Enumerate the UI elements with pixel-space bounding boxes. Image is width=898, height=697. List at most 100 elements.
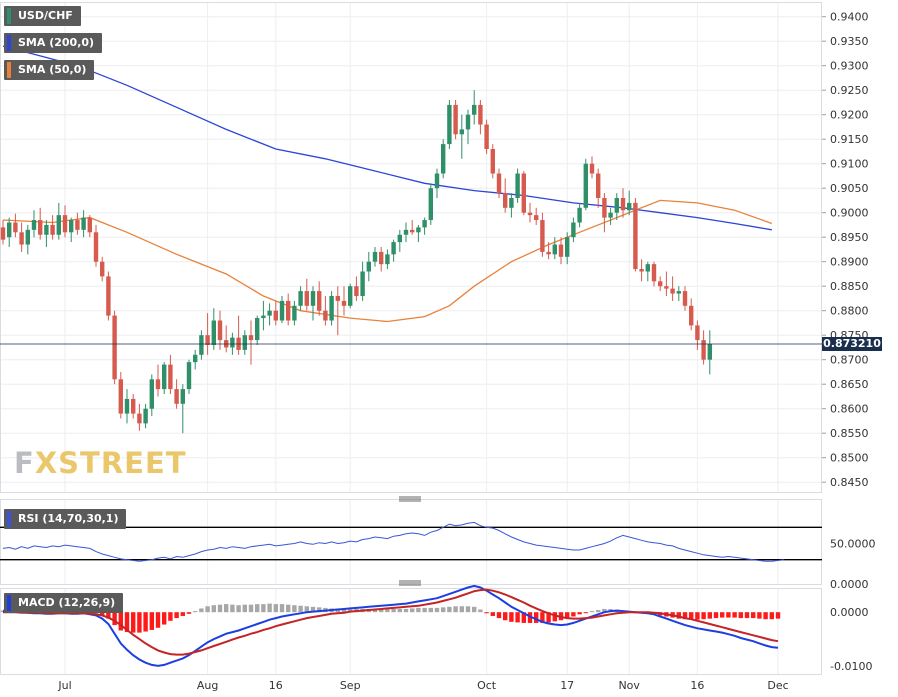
- candle: [465, 109, 471, 145]
- x-tick-label: 16: [690, 679, 704, 692]
- candle-body: [298, 291, 303, 306]
- candle: [484, 119, 489, 154]
- candle-body: [7, 222, 12, 238]
- sma200-swatch: [7, 35, 11, 51]
- macd-histogram-bar: [261, 604, 266, 613]
- x-tick-label: Aug: [197, 679, 218, 692]
- pane-splitter-handle[interactable]: [399, 580, 421, 586]
- y-tick-label: 0.8450: [830, 476, 869, 489]
- macd-histogram-bar: [447, 606, 452, 613]
- macd-histogram-bar: [143, 612, 148, 632]
- candle: [242, 330, 247, 355]
- macd-histogram-bar: [682, 612, 688, 620]
- candle: [304, 278, 309, 311]
- legend-macd[interactable]: MACD (12,26,9): [4, 593, 124, 613]
- legend-sma50-label: SMA (50,0): [18, 63, 87, 76]
- candle: [534, 207, 539, 225]
- y-tick-label: 0.8800: [830, 305, 869, 318]
- candle-body: [118, 379, 123, 414]
- macd-histogram-bar: [168, 612, 173, 621]
- sma50-path: [2, 199, 773, 323]
- y-tick-label: 0.9150: [830, 133, 869, 146]
- candle: [410, 220, 415, 235]
- candle: [571, 217, 576, 243]
- candle: [143, 403, 148, 429]
- candle: [620, 188, 626, 218]
- y-tick-label: 0.8850: [830, 280, 869, 293]
- legend-sma50[interactable]: SMA (50,0): [4, 60, 95, 80]
- pane-frame-0: [0, 2, 822, 493]
- candle-body: [676, 291, 681, 294]
- candle: [428, 183, 433, 225]
- legend-pair[interactable]: USD/CHF: [4, 6, 81, 26]
- candle: [416, 224, 421, 243]
- candle: [682, 286, 688, 311]
- macd-histogram-bar: [503, 612, 508, 621]
- pane-splitters[interactable]: [399, 496, 421, 586]
- candle: [323, 296, 328, 326]
- candle: [490, 144, 495, 179]
- candle-body: [329, 296, 334, 321]
- candle: [137, 403, 142, 431]
- candle-body: [341, 300, 347, 306]
- macd-histogram-bar: [701, 612, 706, 620]
- macd-histogram-bar: [286, 604, 291, 613]
- fxstreet-watermark: FXSTREET: [14, 446, 187, 480]
- candle-body: [490, 149, 495, 174]
- candle-body: [323, 310, 328, 321]
- candle: [62, 205, 68, 238]
- candle-body: [577, 207, 582, 223]
- y-tick-label: 0.9250: [830, 84, 869, 97]
- candle: [217, 310, 223, 350]
- candle: [186, 359, 192, 394]
- candle-body: [174, 389, 179, 404]
- macd-histogram-bar: [441, 607, 446, 613]
- macd-histogram-bar: [459, 606, 464, 613]
- brand-street: STREET: [58, 446, 187, 480]
- candle: [292, 300, 297, 326]
- macd-histogram-bar: [496, 612, 502, 619]
- macd-histogram-bar: [571, 612, 576, 617]
- candle-body: [124, 398, 130, 414]
- macd-histogram-bar: [453, 606, 458, 613]
- macd-histogram-bar: [174, 612, 179, 619]
- candle-body: [186, 362, 192, 390]
- candle: [608, 207, 613, 225]
- legend-macd-label: MACD (12,26,9): [18, 596, 116, 609]
- macd-histogram-bar: [273, 604, 278, 613]
- candle: [583, 158, 588, 211]
- macd-histogram-bar: [149, 612, 154, 630]
- candle-body: [465, 114, 471, 130]
- candle-body: [69, 220, 74, 233]
- candle-body: [639, 269, 644, 272]
- macd-histogram-bar: [379, 608, 384, 613]
- macd-histogram-bar: [732, 612, 737, 618]
- macd-histogram-bar: [428, 607, 433, 613]
- candle-body: [664, 286, 669, 289]
- legend-sma200[interactable]: SMA (200,0): [4, 33, 103, 53]
- macd-histogram-bar: [267, 603, 272, 613]
- candle: [558, 237, 564, 265]
- macd-histogram-bar: [416, 607, 421, 613]
- brand-x: X: [34, 446, 59, 480]
- macd-histogram-bar: [757, 612, 762, 619]
- candle-body: [317, 291, 322, 311]
- candle-body: [620, 198, 626, 211]
- candle-body: [255, 318, 260, 341]
- candle-body: [180, 389, 185, 404]
- sma50-swatch: [7, 62, 11, 78]
- x-tick-label: 16: [269, 679, 283, 692]
- macd-histogram-bar: [112, 612, 117, 626]
- candle-body: [354, 286, 359, 296]
- macd-histogram-bar: [472, 606, 477, 613]
- legend-rsi[interactable]: RSI (14,70,30,1): [4, 509, 127, 529]
- candle: [676, 286, 681, 301]
- pane-splitter-handle[interactable]: [399, 496, 421, 502]
- candle: [478, 100, 483, 135]
- candle-body: [571, 222, 576, 238]
- macd-tick-label: 0.0000: [830, 606, 869, 619]
- candle: [211, 308, 216, 350]
- candle: [441, 139, 446, 179]
- candle: [422, 217, 427, 235]
- candle-body: [428, 188, 433, 221]
